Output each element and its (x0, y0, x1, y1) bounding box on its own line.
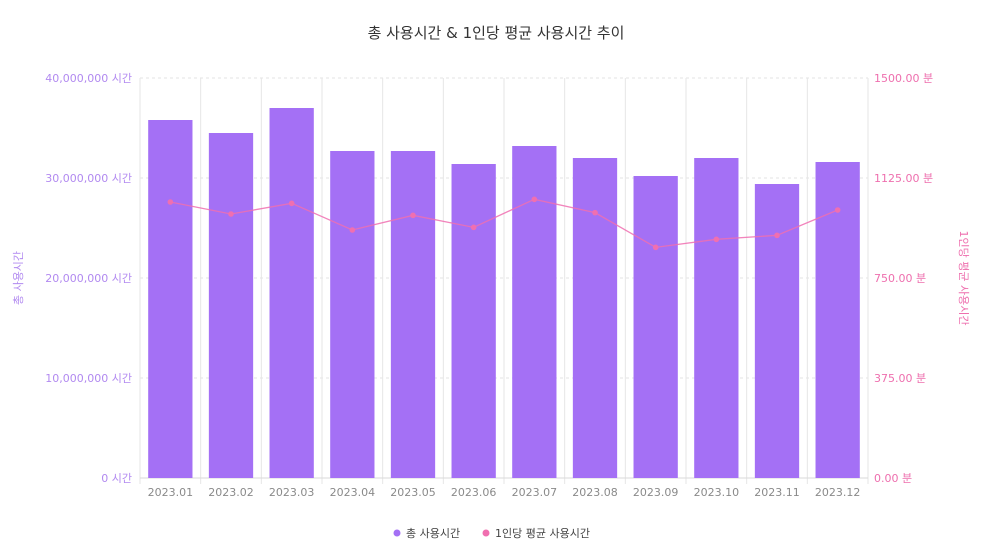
line-point (713, 236, 720, 243)
line-point (410, 212, 416, 219)
legend-line-label: 1인당 평균 사용시간 (495, 527, 590, 540)
x-tick-label: 2023.11 (754, 486, 800, 499)
right-axis-title: 1인당 평균 사용시간 (957, 231, 970, 326)
x-tick-label: 2023.01 (148, 486, 194, 499)
axis-layer: 0 시간 10,000,000 시간 20,000,000 시간 30,000,000… (45, 72, 933, 499)
x-tick-label: 2023.12 (815, 486, 861, 499)
line-point (531, 196, 538, 203)
bar (148, 120, 193, 478)
legend-bar-label: 총 사용시간 (406, 527, 460, 540)
y-left-tick-label: 20,000,000 시간 (45, 272, 132, 285)
legend-bar-marker (393, 529, 401, 537)
x-tick-label: 2023.06 (451, 486, 497, 499)
y-left-tick-label: 40,000,000 시간 (45, 72, 132, 85)
bar (390, 151, 436, 478)
line-layer (167, 196, 841, 251)
x-tick-label: 2023.08 (572, 486, 618, 499)
x-tick-label: 2023.07 (512, 486, 558, 499)
bar (269, 108, 314, 478)
bar (330, 151, 375, 478)
bar-layer (148, 108, 860, 478)
line-point (349, 227, 356, 233)
line-series-path (170, 198, 838, 249)
line-point (228, 211, 234, 217)
y-right-tick-label: 0.00 분 (874, 472, 912, 485)
grid-layer (139, 77, 869, 484)
legend-item-bar-series[interactable]: 총 사용시간 (393, 527, 461, 540)
left-axis-title: 총 사용시간 (12, 251, 25, 305)
legend-line-marker (482, 529, 490, 537)
y-left-tick-label: 10,000,000 시간 (45, 372, 132, 385)
line-point (470, 224, 477, 231)
y-right-tick-label: 1125.00 분 (874, 172, 933, 185)
y-right-tick-label: 750.00 분 (874, 272, 926, 285)
bar (451, 164, 496, 478)
y-left-tick-label: 0 시간 (101, 472, 132, 485)
bar (512, 146, 557, 478)
bar (815, 162, 860, 478)
line-point (167, 199, 174, 205)
bar (208, 133, 254, 478)
x-tick-label: 2023.02 (208, 486, 254, 499)
y-right-tick-label: 375.00 분 (874, 372, 926, 385)
x-tick-label: 2023.05 (390, 486, 436, 499)
x-tick-label: 2023.03 (269, 486, 315, 499)
bar (572, 158, 618, 478)
line-point (592, 209, 598, 216)
legend-item-line-series[interactable]: 1인당 평균 사용시간 (482, 527, 590, 540)
bar (633, 176, 678, 478)
line-point (652, 244, 659, 251)
x-tick-label: 2023.04 (330, 486, 376, 499)
line-point (834, 207, 841, 213)
y-right-tick-label: 1500.00 분 (874, 72, 933, 85)
chart-title: 총 사용시간 & 1인당 평균 사용시간 추이 (368, 24, 625, 42)
x-tick-label: 2023.10 (694, 486, 740, 499)
legend[interactable]: 총 사용시간 1인당 평균 사용시간 (393, 527, 590, 540)
line-point (288, 200, 295, 207)
bar (694, 158, 739, 478)
bar (754, 184, 800, 478)
x-tick-label: 2023.09 (633, 486, 679, 499)
y-left-tick-label: 30,000,000 시간 (45, 172, 132, 185)
line-point (774, 232, 780, 239)
